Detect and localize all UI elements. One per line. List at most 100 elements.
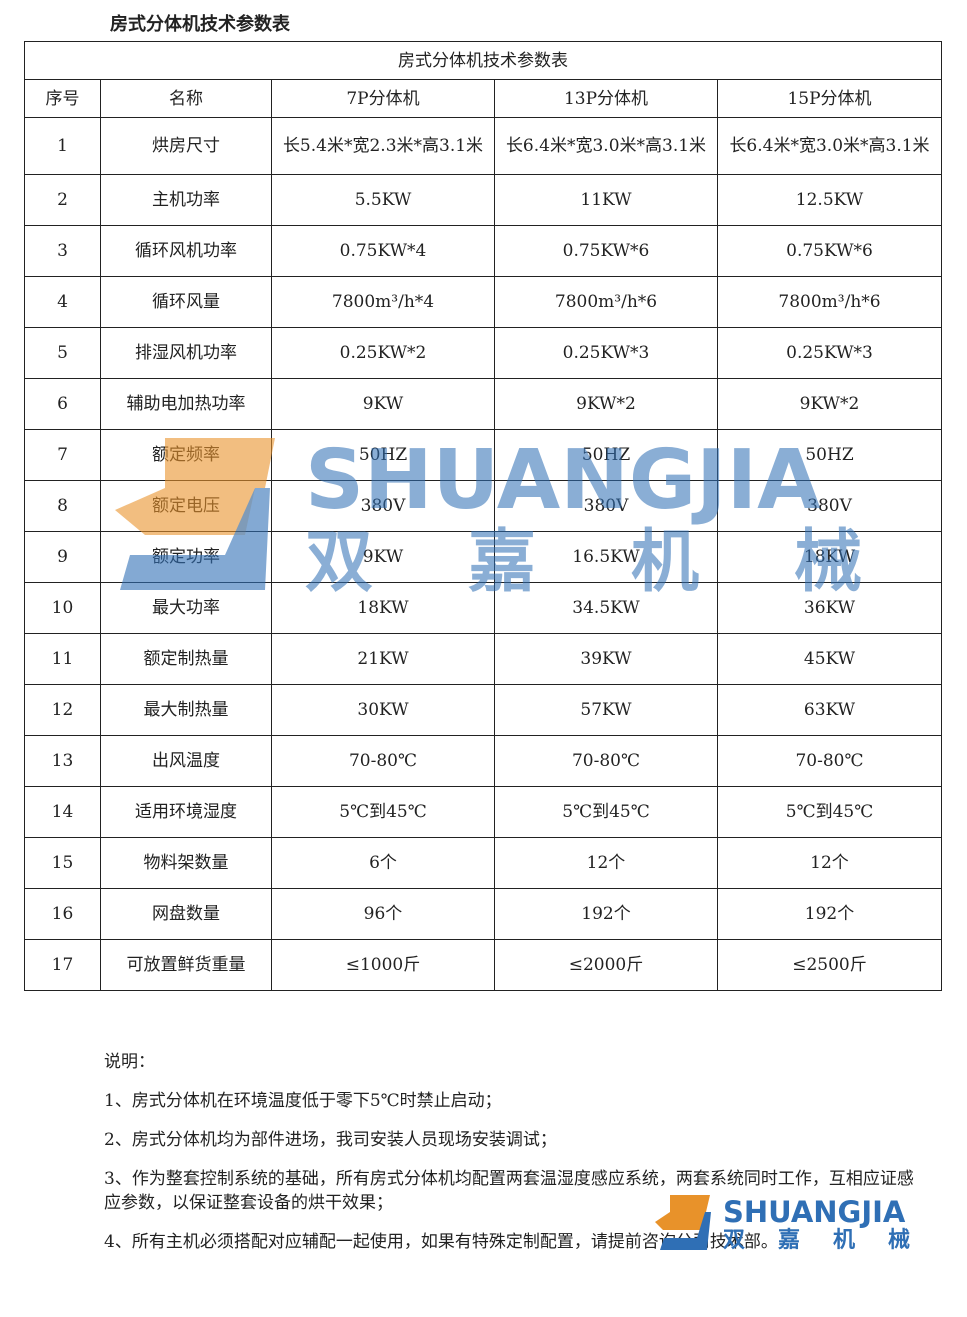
value-15p: 12.5KW [717, 174, 942, 226]
value-15p: 5℃到45℃ [717, 786, 942, 838]
value-15p: 0.75KW*6 [717, 225, 942, 277]
row-number: 2 [24, 174, 101, 226]
row-number: 15 [24, 837, 101, 889]
table-row: 1 烘房尺寸 长5.4米*宽2.3米*高3.1米 长6.4米*宽3.0米*高3.1米长… [24, 117, 942, 175]
value-13p: 70-80℃ [494, 735, 718, 787]
param-name: 可放置鲜货重量 [100, 939, 272, 991]
row-number: 9 [24, 531, 101, 583]
value-15p: 9KW*2 [717, 378, 942, 430]
value-15p: 63KW [717, 684, 942, 736]
row-number: 12 [24, 684, 101, 736]
param-name: 出风温度 [100, 735, 272, 787]
value-15p: 50HZ [717, 429, 942, 481]
param-name: 额定制热量 [100, 633, 272, 685]
header-cell: 7P分体机 [271, 79, 495, 118]
row-number: 4 [24, 276, 101, 328]
row-number: 8 [24, 480, 101, 532]
value-13p: ≤2000斤 [494, 939, 718, 991]
value-7p: 96个 [271, 888, 495, 940]
table-row: 15 物料架数量 6个 12个 12个 [24, 837, 942, 889]
value-15p: 长6.4米*宽3.0米*高3.1米 [717, 117, 942, 175]
value-13p: 50HZ [494, 429, 718, 481]
value-13p: 57KW [494, 684, 718, 736]
value-7p: 70-80℃ [271, 735, 495, 787]
value-7p: 6个 [271, 837, 495, 889]
table-header-row: 序号 名称 7P分体机 13P分体机 15P分体机 [24, 79, 942, 118]
value-7p: 7800m³/h*4 [271, 276, 495, 328]
value-7p: 0.75KW*4 [271, 225, 495, 277]
value-13p: 16.5KW [494, 531, 718, 583]
table-row: 5 排湿风机功率 0.25KW*2 0.25KW*3 0.25KW*3 [24, 327, 942, 379]
table-row: 14 适用环境湿度 5℃到45℃ 5℃到45℃ 5℃到45℃ [24, 786, 942, 838]
value-7p: 18KW [271, 582, 495, 634]
value-15p: 36KW [717, 582, 942, 634]
note-item: 4、所有主机必须搭配对应辅配一起使用，如果有特殊定制配置，请提前咨询公司技术部。 [104, 1232, 778, 1252]
note-item: 1、房式分体机在环境温度低于零下5℃时禁止启动； [104, 1091, 502, 1111]
value-7p: 21KW [271, 633, 495, 685]
value-13p: 长6.4米*宽3.0米*高3.1米 [494, 117, 718, 175]
value-13p: 9KW*2 [494, 378, 718, 430]
header-cell: 13P分体机 [494, 79, 718, 118]
row-number: 6 [24, 378, 101, 430]
value-13p: 0.25KW*3 [494, 327, 718, 379]
value-7p: 9KW [271, 378, 495, 430]
notes-heading: 说明： [104, 1052, 155, 1072]
value-7p: 5℃到45℃ [271, 786, 495, 838]
value-15p: 7800m³/h*6 [717, 276, 942, 328]
value-7p: 0.25KW*2 [271, 327, 495, 379]
table-row: 7 额定频率 50HZ 50HZ 50HZ [24, 429, 942, 481]
value-13p: 5℃到45℃ [494, 786, 718, 838]
table-row: 3 循环风机功率 0.75KW*4 0.75KW*6 0.75KW*6 [24, 225, 942, 277]
header-cell: 15P分体机 [717, 79, 942, 118]
header-cell: 序号 [24, 79, 101, 118]
note-item: 2、房式分体机均为部件进场，我司安装人员现场安装调试； [104, 1130, 557, 1150]
value-13p: 11KW [494, 174, 718, 226]
value-13p: 12个 [494, 837, 718, 889]
table-row: 9 额定功率 9KW 16.5KW 18KW [24, 531, 942, 583]
table-row: 4 循环风量 7800m³/h*4 7800m³/h*6 7800m³/h*6 [24, 276, 942, 328]
row-number: 17 [24, 939, 101, 991]
row-number: 14 [24, 786, 101, 838]
param-name: 额定功率 [100, 531, 272, 583]
row-number: 7 [24, 429, 101, 481]
header-cell: 名称 [100, 79, 272, 118]
table-row: 11 额定制热量 21KW 39KW 45KW [24, 633, 942, 685]
table-row: 6 辅助电加热功率 9KW 9KW*2 9KW*2 [24, 378, 942, 430]
param-name: 排湿风机功率 [100, 327, 272, 379]
document-title: 房式分体机技术参数表 [110, 14, 290, 35]
value-15p: 45KW [717, 633, 942, 685]
row-number: 10 [24, 582, 101, 634]
value-7p: 380V [271, 480, 495, 532]
param-name: 最大功率 [100, 582, 272, 634]
table-row: 13 出风温度 70-80℃ 70-80℃ 70-80℃ [24, 735, 942, 787]
value-7p: 5.5KW [271, 174, 495, 226]
table-row: 12 最大制热量 30KW 57KW 63KW [24, 684, 942, 736]
value-7p: 50HZ [271, 429, 495, 481]
value-15p: 18KW [717, 531, 942, 583]
row-number: 1 [24, 117, 101, 175]
table-row: 10 最大功率 18KW 34.5KW 36KW [24, 582, 942, 634]
value-15p: 0.25KW*3 [717, 327, 942, 379]
param-name: 最大制热量 [100, 684, 272, 736]
param-name: 物料架数量 [100, 837, 272, 889]
param-name: 额定频率 [100, 429, 272, 481]
value-7p: 长5.4米*宽2.3米*高3.1米 [271, 117, 495, 175]
value-15p: 12个 [717, 837, 942, 889]
value-13p: 39KW [494, 633, 718, 685]
table-row: 2 主机功率 5.5KW 11KW 12.5KW [24, 174, 942, 226]
value-13p: 7800m³/h*6 [494, 276, 718, 328]
param-name: 额定电压 [100, 480, 272, 532]
row-number: 11 [24, 633, 101, 685]
table-caption: 房式分体机技术参数表 [24, 41, 942, 80]
table-row: 16 网盘数量 96个 192个 192个 [24, 888, 942, 940]
value-15p: 380V [717, 480, 942, 532]
value-7p: 9KW [271, 531, 495, 583]
value-13p: 34.5KW [494, 582, 718, 634]
param-name: 循环风量 [100, 276, 272, 328]
param-name: 循环风机功率 [100, 225, 272, 277]
row-number: 5 [24, 327, 101, 379]
param-name: 主机功率 [100, 174, 272, 226]
value-13p: 0.75KW*6 [494, 225, 718, 277]
param-name: 网盘数量 [100, 888, 272, 940]
table-row: 8 额定电压 380V 380V 380V [24, 480, 942, 532]
